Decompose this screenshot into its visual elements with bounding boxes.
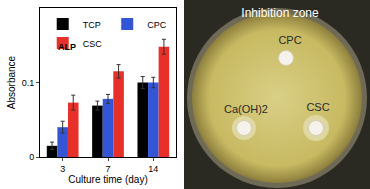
svg-text:Culture time (day): Culture time (day) xyxy=(68,174,147,185)
svg-text:TCP: TCP xyxy=(83,20,101,30)
svg-text:3: 3 xyxy=(60,164,65,174)
svg-text:CSC: CSC xyxy=(306,101,329,113)
svg-text:ALP: ALP xyxy=(58,42,76,52)
svg-text:14: 14 xyxy=(148,164,158,174)
svg-text:CPC: CPC xyxy=(147,20,167,30)
svg-text:Ca(OH)2: Ca(OH)2 xyxy=(224,103,268,115)
svg-text:Absorbance: Absorbance xyxy=(6,55,17,109)
svg-text:0.1: 0.1 xyxy=(22,78,35,88)
svg-text:CSC: CSC xyxy=(83,39,103,49)
svg-text:CPC: CPC xyxy=(278,34,301,46)
svg-text:Inhibition zone: Inhibition zone xyxy=(241,6,319,20)
svg-text:7: 7 xyxy=(105,164,110,174)
svg-text:0: 0 xyxy=(29,152,34,162)
